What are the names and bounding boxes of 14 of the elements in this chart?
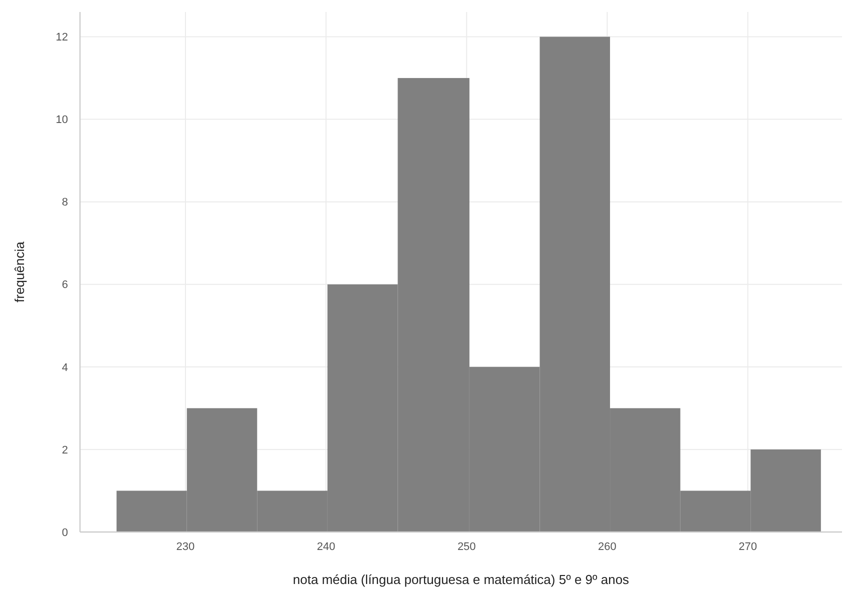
x-axis-title: nota média (língua portuguesa e matemática) 5º e 9º anos	[292, 572, 630, 587]
y-tick-label: 2	[62, 444, 68, 456]
y-tick-label: 8	[62, 196, 68, 209]
y-tick-label: 10	[56, 114, 68, 126]
x-tick-label: 250	[457, 541, 476, 553]
x-tick-label: 230	[176, 541, 195, 553]
x-tick-label: 270	[738, 541, 757, 553]
x-tick-label: 240	[316, 541, 336, 553]
y-tick-label: 12	[56, 32, 68, 44]
y-tick-label: 4	[62, 362, 68, 374]
x-tick-label: 260	[598, 541, 616, 553]
y-tick-label: 0	[62, 526, 68, 539]
y-tick-label: 6	[62, 279, 68, 292]
y-axis-title: frequência	[12, 240, 27, 302]
